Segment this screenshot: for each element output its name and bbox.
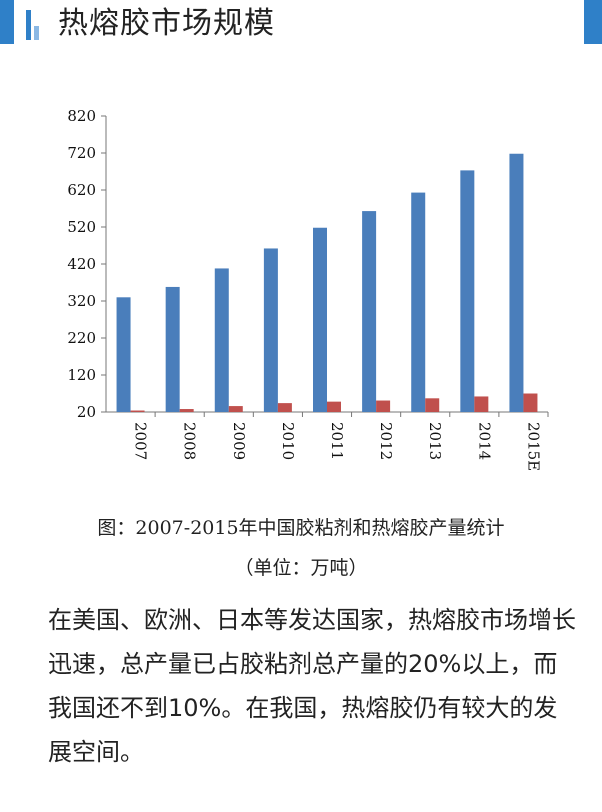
bar-adhesive <box>313 227 327 412</box>
bar-chart-icon <box>26 10 44 40</box>
chart-caption: 图：2007-2015年中国胶粘剂和热熔胶产量统计 <box>97 517 505 539</box>
production-chart: 20 120 220 320 420 520 620 720 820 2007 2008 2009 20… <box>67 107 549 471</box>
chart-unit-caption: （单位：万吨） <box>234 557 368 579</box>
y-tick-label: 20 <box>77 403 96 421</box>
x-tick-label: 2008 <box>181 422 199 460</box>
y-tick-label: 520 <box>67 218 96 236</box>
x-tick-label: 2015E <box>524 422 542 471</box>
bar-adhesive <box>411 192 426 412</box>
x-tick-label: 2007 <box>132 422 150 460</box>
bar-hotmelt <box>474 396 489 412</box>
bar-hotmelt <box>277 403 292 412</box>
bar-adhesive <box>362 211 377 412</box>
bar-adhesive <box>263 248 278 412</box>
bar-hotmelt <box>523 393 538 412</box>
bar-hotmelt <box>327 401 341 412</box>
bar-adhesive <box>116 297 131 412</box>
bar-hotmelt <box>130 410 145 412</box>
bar-hotmelt <box>376 400 391 412</box>
bar-adhesive <box>460 170 475 412</box>
header: 热熔胶市场规模 <box>0 0 602 46</box>
y-tick-label: 820 <box>67 107 96 125</box>
bar-adhesive <box>165 286 180 412</box>
y-tick-label: 620 <box>67 181 96 199</box>
bar-hotmelt <box>425 398 440 412</box>
bar-adhesive <box>214 268 229 412</box>
left-accent-bar <box>0 0 14 44</box>
page-title: 热熔胶市场规模 <box>58 6 275 41</box>
right-accent-bar <box>584 0 602 44</box>
x-tick-label: 2009 <box>230 422 248 460</box>
y-tick-label: 420 <box>67 255 96 273</box>
x-tick-label: 2013 <box>426 422 444 460</box>
y-tick-label: 320 <box>67 292 96 310</box>
x-tick-label: 2011 <box>328 422 346 460</box>
bar-hotmelt <box>228 406 243 412</box>
y-tick-label: 220 <box>67 329 96 347</box>
x-tick-label: 2010 <box>279 422 297 460</box>
x-tick-label: 2014 <box>475 422 493 460</box>
y-tick-label: 120 <box>67 366 96 384</box>
bar-adhesive <box>509 153 524 413</box>
bar-hotmelt <box>179 409 194 412</box>
y-tick-label: 720 <box>67 144 96 162</box>
x-tick-label: 2012 <box>377 422 395 460</box>
body-paragraph: 在美国、欧洲、日本等发达国家，热熔胶市场增长迅速，总产量已占胶粘剂总产量的20%… <box>48 606 576 766</box>
